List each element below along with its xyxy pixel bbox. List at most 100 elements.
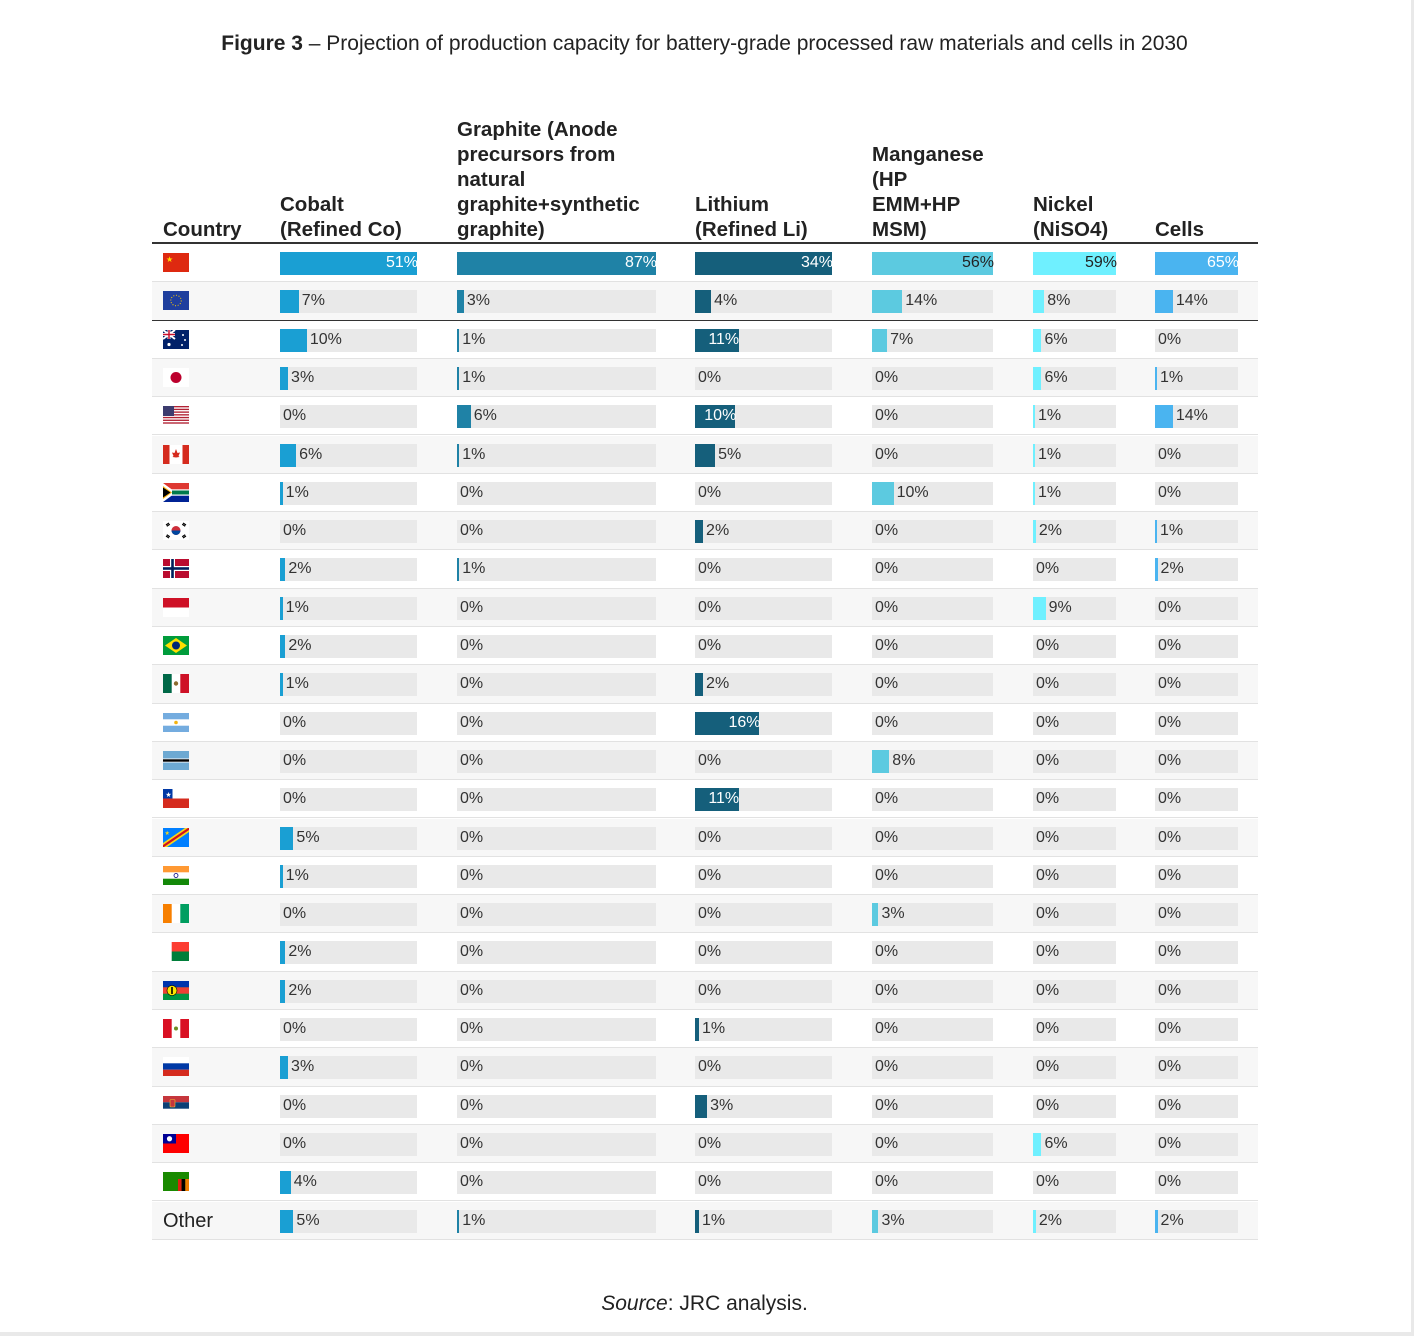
cell-nickel: 1%: [1033, 405, 1116, 429]
bar-cobalt: [280, 366, 289, 390]
cell-cells: 0%: [1155, 443, 1238, 467]
column-header-country: Country: [163, 217, 242, 242]
value-label-manganese: 0%: [875, 866, 899, 884]
cell-cells: 0%: [1155, 1018, 1238, 1041]
cell-nickel: 2%: [1033, 1209, 1116, 1233]
value-label-cobalt: 2%: [288, 981, 312, 999]
bar-lithium: [695, 405, 736, 429]
value-label-manganese: 0%: [875, 637, 899, 654]
cell-lithium: 4%: [695, 290, 832, 314]
cell-cells: 65%: [1155, 252, 1239, 275]
value-label-lithium: 11%: [708, 790, 740, 808]
value-label-manganese: 14%: [905, 292, 938, 310]
header-divider: [152, 242, 1258, 244]
bar-cobalt: [280, 635, 286, 658]
cell-manganese: 0%: [872, 443, 993, 467]
bar-nickel: [1033, 1209, 1036, 1233]
bar-lithium: [695, 520, 704, 544]
value-label-nickel: 0%: [1036, 905, 1060, 923]
value-label-cells: 0%: [1158, 943, 1182, 961]
cell-cobalt: 0%: [280, 1018, 417, 1041]
cell-lithium: 5%: [695, 443, 832, 467]
table-row: 10% 1% 11% 7% 6% 0%: [152, 321, 1258, 359]
value-label-graphite: 0%: [460, 598, 484, 616]
bar-cells: [1155, 520, 1157, 544]
cell-lithium: 0%: [695, 1056, 832, 1080]
column-header-graphite: Graphite (Anode precursors from natural gra…: [457, 117, 640, 242]
value-label-nickel: 0%: [1036, 637, 1060, 654]
value-label-nickel: 9%: [1048, 598, 1072, 616]
value-label-lithium: 5%: [718, 445, 742, 463]
cell-lithium: 0%: [695, 826, 832, 850]
cell-nickel: 0%: [1033, 1094, 1116, 1118]
table-row: 3% 1% 0% 0% 6% 1%: [152, 358, 1258, 398]
value-label-manganese: 3%: [881, 905, 905, 923]
source-note: Source: JRC analysis.: [0, 1292, 1409, 1316]
column-header-line: Cobalt: [280, 193, 344, 216]
source-text: : JRC analysis.: [667, 1292, 808, 1315]
table-row: 1% 0% 0% 10% 1% 0%: [152, 474, 1258, 513]
cell-manganese: 0%: [872, 941, 993, 965]
value-label-nickel: 0%: [1036, 1173, 1060, 1191]
value-label-graphite: 0%: [460, 790, 484, 808]
cell-nickel: 2%: [1033, 520, 1116, 544]
cell-lithium: 11%: [695, 328, 832, 352]
cell-lithium: 0%: [695, 481, 832, 505]
value-label-cells: 0%: [1158, 675, 1182, 693]
cell-lithium: 0%: [695, 1132, 832, 1156]
value-label-nickel: 0%: [1036, 943, 1060, 961]
value-label-lithium: 0%: [698, 560, 722, 578]
cell-cells: 0%: [1155, 941, 1238, 965]
value-label-lithium: 0%: [698, 637, 722, 654]
cell-nickel: 1%: [1033, 481, 1116, 505]
cell-cells: 1%: [1155, 520, 1238, 544]
value-label-nickel: 0%: [1036, 675, 1060, 693]
value-label-graphite: 1%: [462, 368, 486, 386]
cell-nickel: 6%: [1033, 366, 1116, 390]
cell-cells: 0%: [1155, 864, 1238, 888]
cell-graphite: 1%: [457, 1209, 656, 1233]
cell-nickel: 0%: [1033, 864, 1116, 888]
value-label-manganese: 0%: [875, 1134, 899, 1152]
value-label-graphite: 0%: [460, 1096, 484, 1114]
cell-lithium: 16%: [695, 711, 832, 735]
cell-nickel: 0%: [1033, 826, 1116, 850]
cell-cobalt: 10%: [280, 328, 417, 352]
cell-graphite: 0%: [457, 635, 656, 658]
value-label-lithium: 34%: [801, 254, 834, 271]
value-label-manganese: 0%: [875, 1173, 899, 1191]
value-label-lithium: 0%: [698, 751, 722, 769]
cell-manganese: 0%: [872, 711, 993, 735]
cell-lithium: 0%: [695, 903, 832, 927]
column-header-line: (Refined Li): [695, 218, 808, 241]
value-label-cells: 0%: [1158, 483, 1182, 501]
cell-graphite: 3%: [457, 290, 656, 314]
value-label-lithium: 0%: [698, 1134, 722, 1152]
column-header-line: EMM+HP: [872, 193, 961, 216]
value-label-lithium: 0%: [698, 598, 722, 616]
column-header-line: MSM): [872, 218, 927, 241]
cell-manganese: 0%: [872, 788, 993, 812]
value-label-cells: 0%: [1158, 330, 1182, 348]
cell-cobalt: 4%: [280, 1171, 417, 1195]
column-header-lithium: Lithium (Refined Li): [695, 192, 808, 242]
value-label-cobalt: 2%: [288, 637, 312, 654]
bar-nickel: [1033, 366, 1042, 390]
cell-cobalt: 5%: [280, 1209, 417, 1233]
value-label-graphite: 0%: [460, 713, 484, 731]
cell-graphite: 0%: [457, 826, 656, 850]
cell-nickel: 1%: [1033, 443, 1116, 467]
cell-cobalt: 1%: [280, 481, 417, 505]
cell-nickel: 9%: [1033, 596, 1116, 620]
bar-cells: [1155, 1209, 1158, 1233]
value-label-manganese: 0%: [875, 598, 899, 616]
cell-graphite: 0%: [457, 673, 656, 697]
cell-graphite: 0%: [457, 903, 656, 927]
value-label-cobalt: 1%: [285, 675, 309, 693]
bar-nickel: [1033, 443, 1035, 467]
value-label-nickel: 59%: [1085, 254, 1118, 271]
bar-cobalt: [280, 826, 294, 850]
bar-cobalt: [280, 979, 286, 1003]
table-row: 2% 0% 0% 0% 0% 0%: [152, 627, 1258, 666]
cell-nickel: 6%: [1033, 328, 1116, 352]
